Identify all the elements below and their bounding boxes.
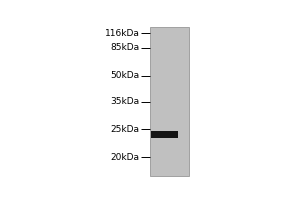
Bar xyxy=(150,27,189,176)
Text: 116kDa: 116kDa xyxy=(105,29,140,38)
Text: 50kDa: 50kDa xyxy=(111,71,140,80)
Text: 85kDa: 85kDa xyxy=(111,43,140,52)
Bar xyxy=(151,131,178,138)
Text: 35kDa: 35kDa xyxy=(111,97,140,106)
Text: 20kDa: 20kDa xyxy=(111,153,140,162)
Text: 25kDa: 25kDa xyxy=(111,125,140,134)
